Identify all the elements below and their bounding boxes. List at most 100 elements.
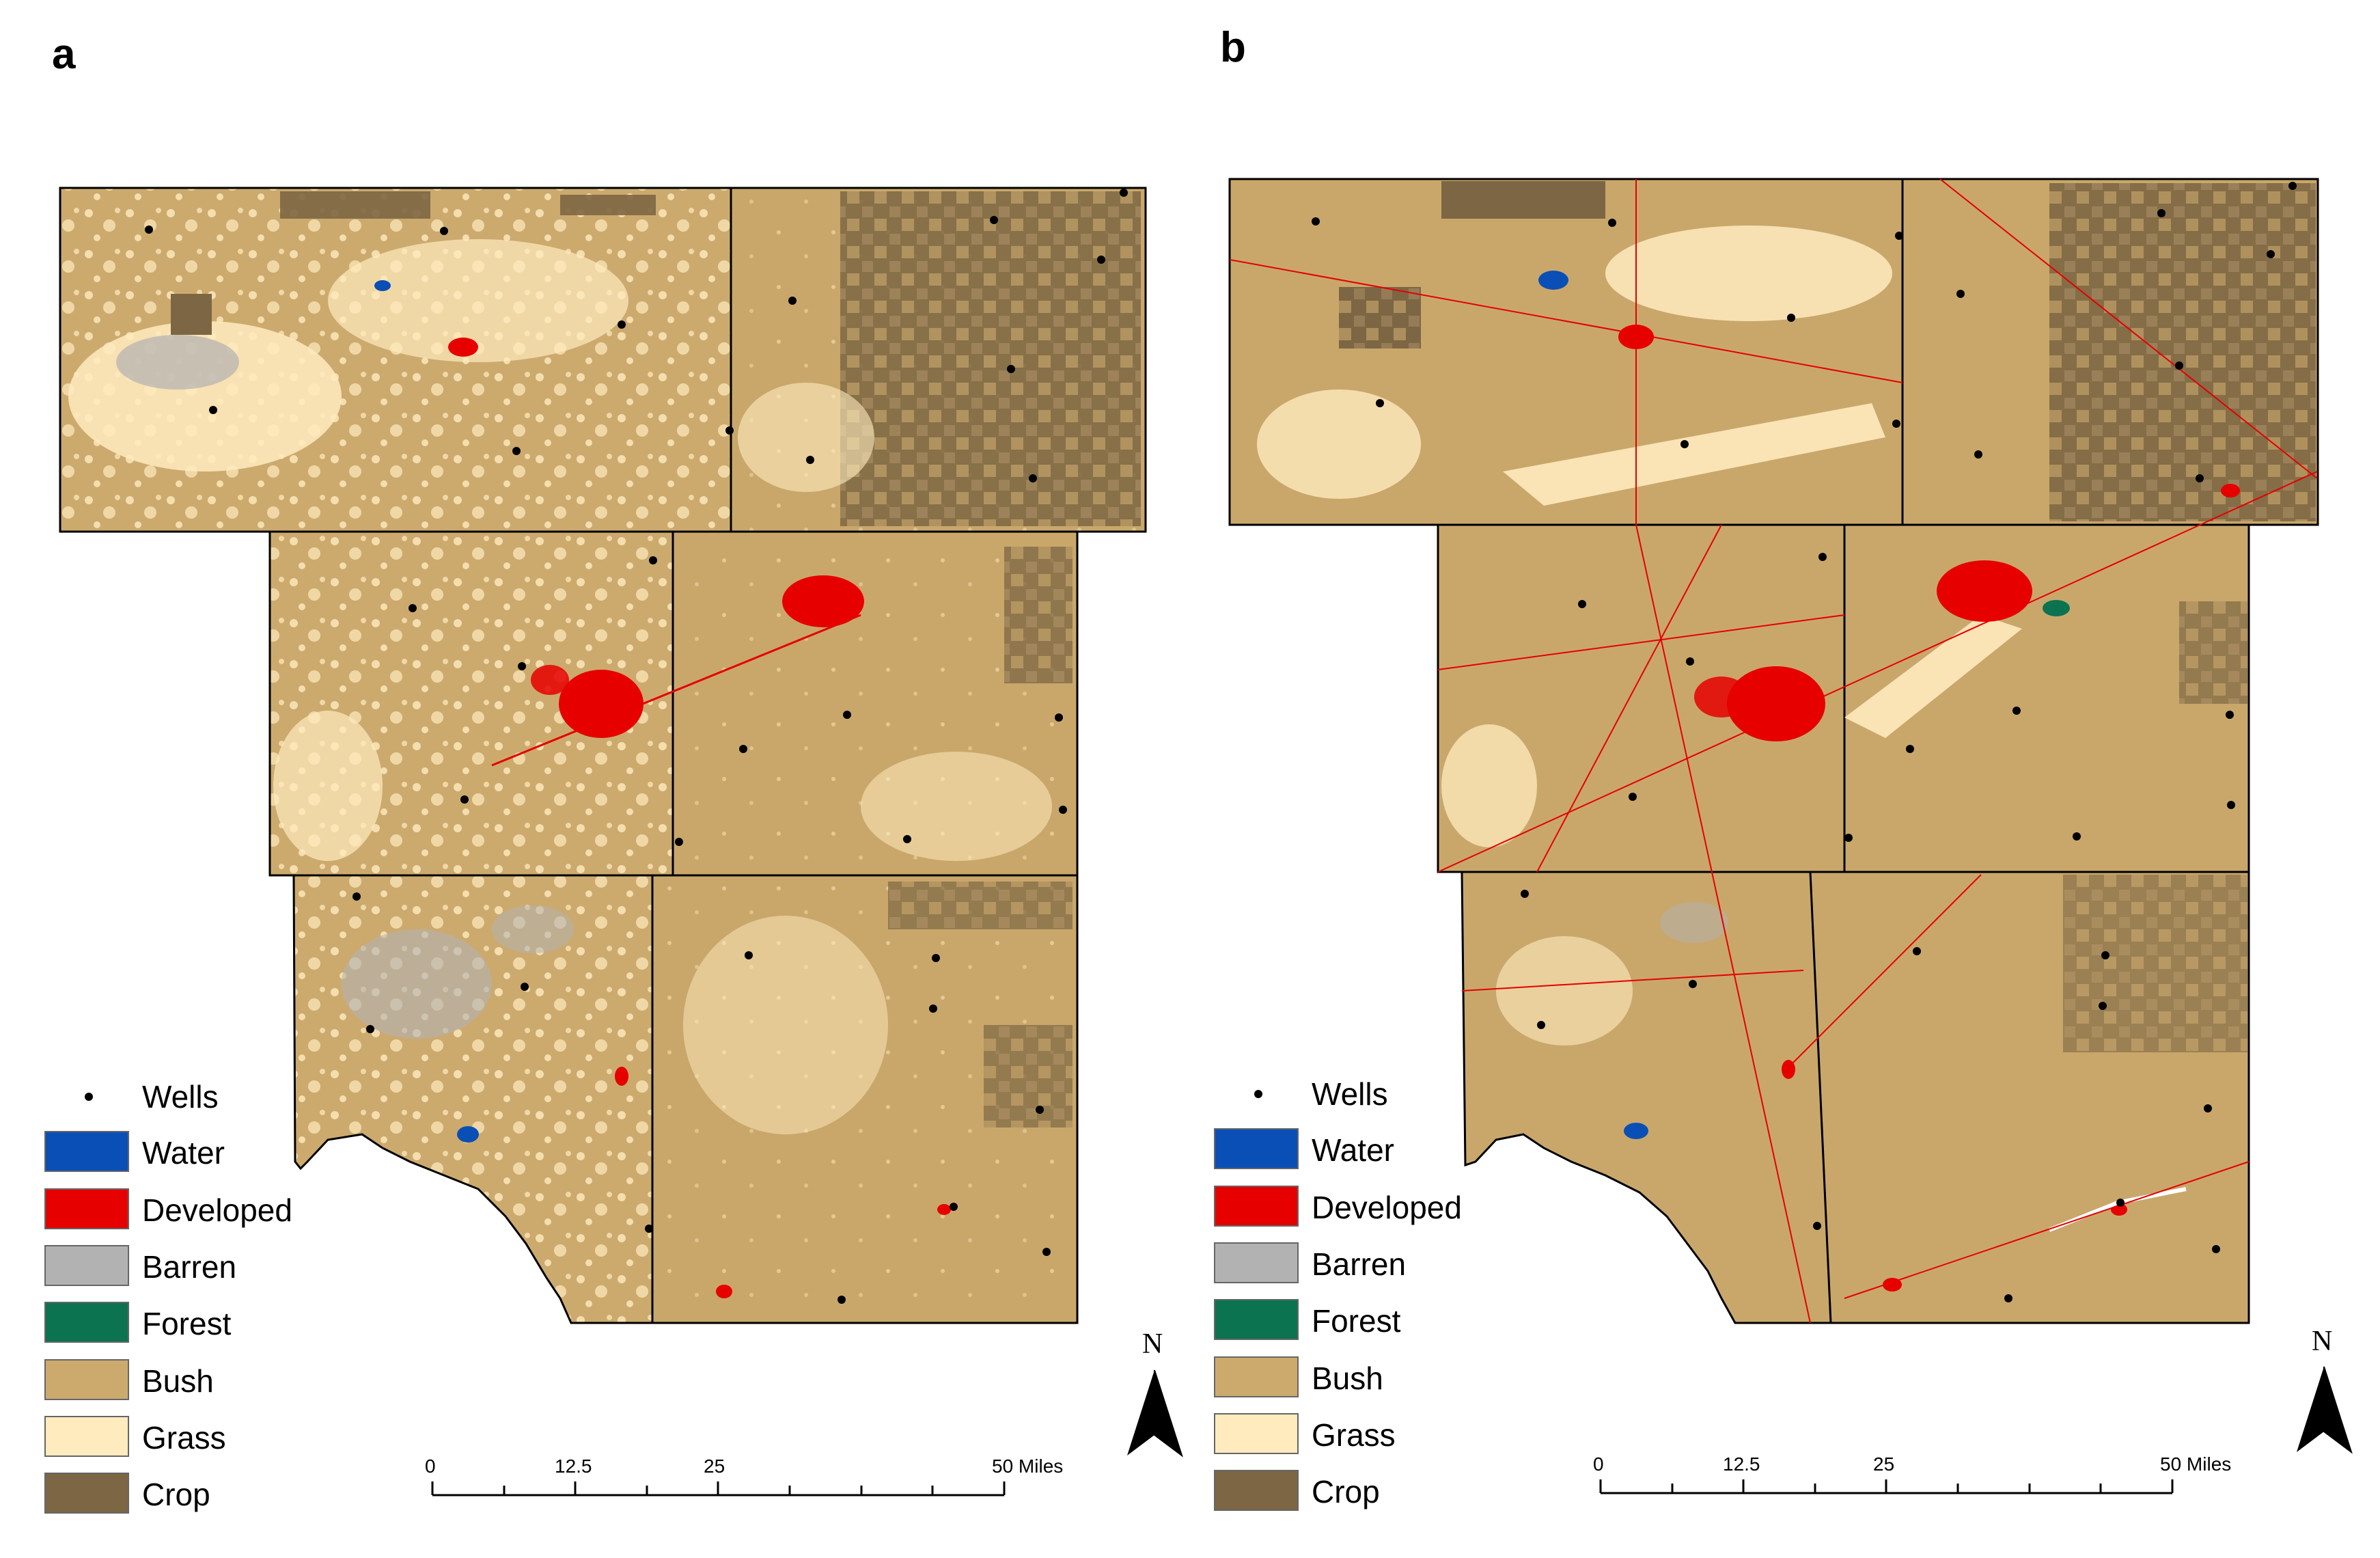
barren-area (492, 905, 574, 953)
well-point (366, 1025, 374, 1033)
legend-label: Grass (1312, 1417, 1396, 1453)
legend-label: Barren (1312, 1246, 1406, 1282)
well-point (903, 835, 911, 843)
well-point (618, 320, 626, 329)
scale-tick-label: 25 (1873, 1453, 1894, 1475)
barren-area (342, 929, 492, 1039)
legend-a: Wells Water Developed Barren Forest Bush (44, 1079, 292, 1514)
well-point (645, 1225, 653, 1233)
developed-swatch (1214, 1186, 1299, 1227)
legend-item-bush: Bush (44, 1359, 214, 1400)
well-point (1689, 980, 1697, 988)
legend-item-developed: Developed (44, 1188, 292, 1229)
water-swatch (1214, 1128, 1299, 1169)
well-point (1813, 1222, 1821, 1230)
legend-label: Crop (1312, 1474, 1380, 1509)
well-point (440, 227, 448, 235)
legend-label: Developed (1312, 1190, 1462, 1225)
legend-label: Water (142, 1135, 225, 1171)
barren-swatch (1214, 1242, 1299, 1283)
crop-area (280, 191, 430, 219)
legend-label: Water (1312, 1132, 1394, 1168)
well-point (843, 711, 851, 719)
legend-item-forest: Forest (44, 1302, 232, 1343)
well-point (1097, 256, 1105, 264)
well-point (745, 951, 753, 959)
well-point (1312, 217, 1320, 226)
well-point (1608, 219, 1616, 227)
crop-area (2179, 601, 2247, 704)
grass-area (683, 916, 888, 1134)
well-point (1844, 834, 1853, 842)
well-point (512, 447, 521, 455)
grass-area (1605, 226, 1892, 321)
well-point (1892, 420, 1900, 428)
well-point (460, 795, 469, 804)
scale-tick-label: 25 (704, 1456, 725, 1477)
grass-area (328, 239, 628, 362)
well-point (2116, 1199, 2125, 1207)
legend-item-developed: Developed (1214, 1186, 1462, 1227)
developed-area (937, 1204, 951, 1215)
wells-legend-symbol (1254, 1090, 1262, 1098)
north-label: N (1142, 1328, 1163, 1360)
well-point (1895, 232, 1903, 240)
crop-area (2063, 875, 2247, 1052)
legend-wells-label: Wells (1312, 1076, 1388, 1112)
crop-area (2049, 183, 2316, 521)
barren-swatch (44, 1245, 129, 1286)
developed-area (448, 338, 478, 357)
well-point (1007, 365, 1015, 373)
legend-label: Forest (142, 1306, 232, 1341)
well-point (725, 426, 734, 435)
well-point (2012, 707, 2021, 715)
crop-area (840, 191, 1141, 526)
well-point (2204, 1104, 2212, 1112)
well-point (1787, 314, 1795, 322)
water-body (457, 1126, 479, 1143)
legend-item-water: Water (1214, 1128, 1394, 1169)
barren-area (1660, 902, 1728, 943)
bush-swatch (44, 1359, 129, 1400)
road-network-b (1229, 178, 2318, 1324)
developed-area (716, 1285, 732, 1298)
scale-tick-label: 12.5 (555, 1456, 592, 1477)
north-arrow-right-half (1154, 1369, 1183, 1458)
developed-area (531, 665, 569, 695)
well-point (739, 745, 747, 753)
well-point (990, 216, 998, 224)
well-point (806, 456, 814, 464)
road (491, 614, 861, 767)
scale-bar-ticks (431, 1481, 1006, 1495)
crop-swatch (1214, 1470, 1299, 1511)
grass-area (1503, 403, 1885, 506)
well-point (1906, 745, 1914, 753)
scale-tick-label: 12.5 (1723, 1453, 1760, 1475)
developed-area (1727, 666, 1825, 741)
north-arrow-right-half (2323, 1366, 2353, 1454)
legend-item-water: Water (44, 1131, 225, 1172)
north-arrow-left-half (2297, 1367, 2324, 1452)
scale-tick-label: 0 (425, 1456, 436, 1477)
well-point (1059, 806, 1067, 814)
county-bottom-b (1461, 871, 2250, 1324)
well-point (2099, 1002, 2107, 1010)
legend-item-barren: Barren (44, 1245, 236, 1286)
developed-area (559, 670, 644, 738)
crop-area (984, 1025, 1073, 1128)
well-point (1521, 890, 1529, 898)
well-point (518, 662, 526, 670)
legend-label: Bush (142, 1363, 214, 1399)
well-point (1036, 1106, 1044, 1114)
legend-item-grass: Grass (1214, 1413, 1396, 1454)
grass-swatch (1214, 1413, 1299, 1454)
water-swatch (44, 1131, 129, 1172)
legend-wells-label: Wells (142, 1079, 219, 1115)
crop-area (171, 294, 212, 335)
north-arrow-left-half (1127, 1370, 1154, 1456)
well-point (409, 604, 417, 612)
map-panel-a: a (44, 31, 1183, 1514)
study-area-map-b (1228, 178, 2319, 1324)
well-point (2004, 1294, 2012, 1302)
grass-area (1441, 724, 1537, 847)
